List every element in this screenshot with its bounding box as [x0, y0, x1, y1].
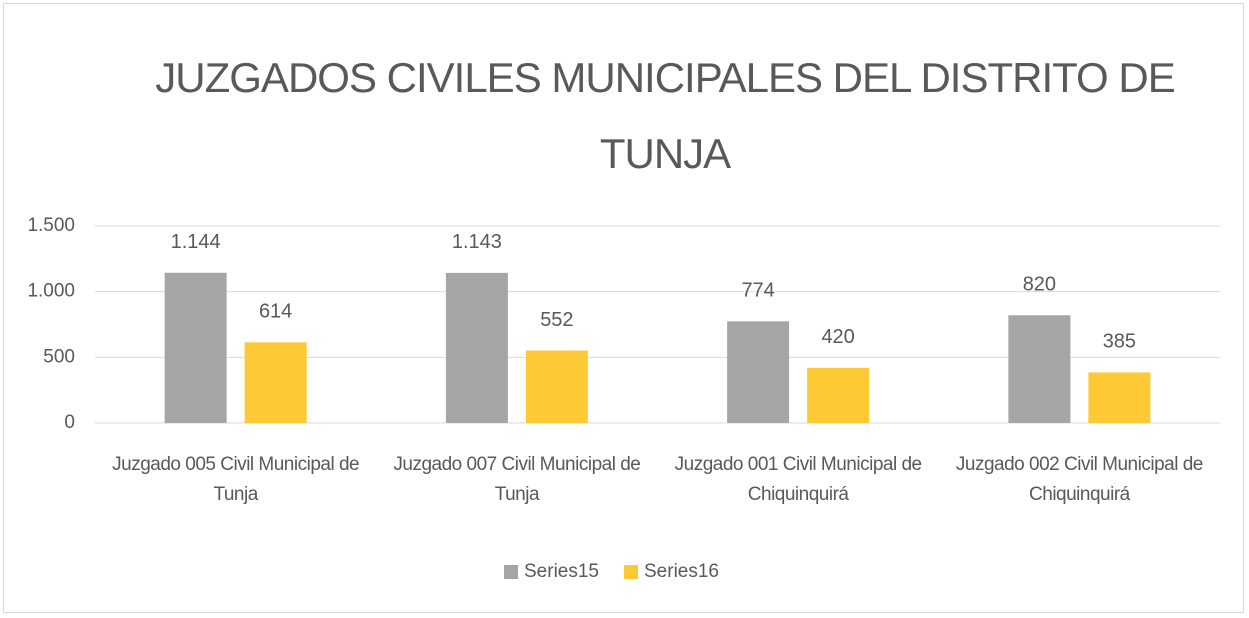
chart-border — [3, 3, 1244, 613]
bar — [1008, 315, 1071, 423]
bar — [807, 367, 870, 423]
chart-title: JUZGADOS CIVILES MUNICIPALES DEL DISTRIT… — [155, 54, 1175, 177]
bar — [445, 272, 508, 423]
legend-swatch — [624, 565, 638, 579]
legend-label: Series16 — [644, 561, 719, 582]
y-tick-label: 0 — [64, 412, 75, 433]
legend-swatch — [504, 565, 518, 579]
x-tick-label: Juzgado 001 Civil Municipal de Chiquinqu… — [674, 454, 922, 505]
bar — [164, 272, 227, 423]
data-label: 774 — [741, 280, 774, 302]
data-label: 1.143 — [452, 231, 502, 253]
bar — [727, 321, 790, 423]
bar — [525, 350, 588, 423]
x-tick-label: Juzgado 002 Civil Municipal de Chiquinqu… — [955, 454, 1203, 505]
data-label: 820 — [1023, 274, 1056, 296]
y-tick-label: 1.500 — [27, 215, 75, 236]
x-tick-label: Juzgado 007 Civil Municipal de Tunja — [393, 454, 641, 505]
y-tick-label: 1.000 — [27, 281, 75, 302]
legend-label: Series15 — [524, 561, 599, 582]
x-tick-label: Juzgado 005 Civil Municipal de Tunja — [112, 454, 360, 505]
y-tick-label: 500 — [43, 346, 75, 367]
bar — [1088, 372, 1151, 423]
data-label: 1.144 — [171, 231, 221, 253]
data-label: 614 — [259, 301, 292, 323]
data-label: 552 — [540, 309, 573, 331]
data-label: 420 — [821, 326, 854, 348]
bar — [244, 342, 307, 423]
data-label: 385 — [1103, 331, 1136, 353]
